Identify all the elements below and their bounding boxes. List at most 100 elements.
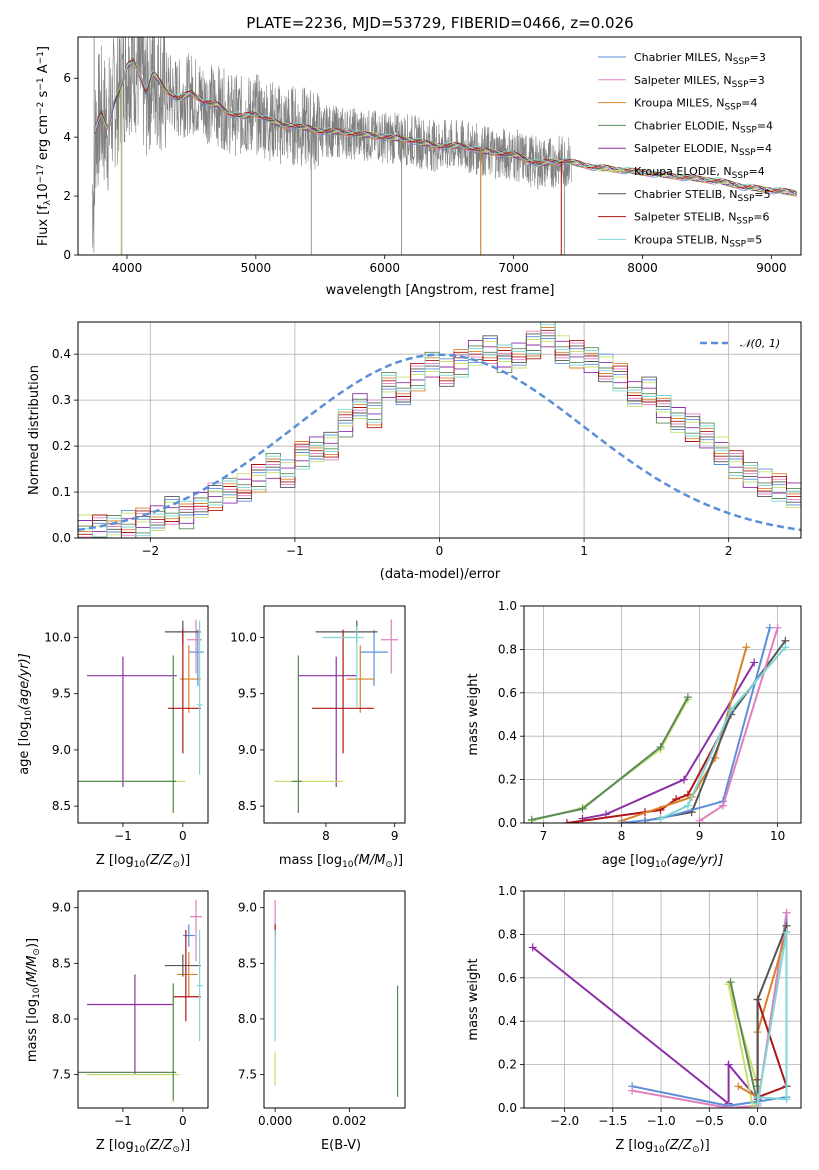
weight-vs-metallicity-panel-x-label-part: Z [log — [615, 1138, 653, 1153]
weight-marker — [750, 658, 759, 667]
weight-marker — [628, 1086, 637, 1095]
age-vs-metallicity-panel-x-label-part: )] — [180, 853, 190, 868]
weight-line-krou_stelib — [756, 932, 788, 1104]
legend-entry-part: SSP — [732, 79, 749, 89]
spectrum-y-label-part: −17 — [36, 164, 46, 183]
x-tick-label: 6000 — [369, 261, 400, 275]
x-tick-label: 10 — [770, 829, 785, 843]
age-vs-metallicity-panel-plot-area — [78, 619, 204, 813]
legend-entry-part: =4 — [756, 142, 772, 155]
age-vs-metallicity-panel-y-label-part: age [log — [17, 722, 32, 775]
weight-line-krou_stelib — [660, 646, 787, 820]
x-tick-label: −2 — [141, 544, 159, 558]
legend-entry-part: SSP — [729, 239, 746, 249]
weight-marker — [753, 1093, 762, 1102]
spectrum-panel: 4000 5000 6000 7000 8000 9000 0 2 4 6 Chabrier MIL… — [63, 36, 802, 275]
x-tick-label: −1 — [286, 544, 304, 558]
spectrum-y-label-part: −1 — [36, 51, 46, 64]
x-tick-label: 0.0 — [748, 1114, 767, 1128]
mass-vs-metallicity-panel-x-label-part: ⊙ — [172, 1145, 180, 1155]
y-tick-label: 9.0 — [52, 743, 71, 757]
spectrum-y-label-part: s — [36, 90, 51, 101]
weight-marker — [718, 801, 727, 810]
weight-marker — [782, 1095, 791, 1104]
weight-marker — [562, 819, 571, 823]
mass-vs-metallicity-panel: −1 0 7.5 8.0 8.5 9.0 — [52, 890, 209, 1128]
y-tick-label: 2 — [63, 189, 71, 203]
axes-frame — [523, 890, 802, 1109]
x-tick-label: 0.000 — [258, 1114, 292, 1128]
legend-entry: Salpeter MILES, NSSP=3 — [634, 74, 765, 90]
legend-entry: Salpeter ELODIE, NSSP=4 — [634, 142, 772, 158]
legend-entry-part: SSP — [736, 216, 753, 226]
mass-vs-metallicity-panel-y-label-part: 10 — [32, 987, 42, 999]
weight-marker — [781, 643, 790, 652]
y-tick-label: 9.0 — [238, 901, 257, 915]
legend-entry-part: =4 — [757, 119, 773, 132]
weight-marker — [765, 623, 774, 632]
y-tick-label: 4 — [63, 130, 71, 144]
y-tick-label: 0.2 — [52, 439, 71, 453]
weight-line-chab_miles — [621, 627, 771, 823]
y-tick-label: 9.5 — [238, 687, 257, 701]
age-vs-metallicity-panel-y-label: age [log10(age/yr)] — [17, 653, 34, 775]
mass-vs-metallicity-panel-x-label-part: )] — [180, 1138, 190, 1153]
legend-entry-part: Kroupa STELIB, N — [634, 233, 729, 246]
axes-frame — [77, 605, 209, 824]
age-vs-mass-panel-x-label: mass [log10(M/M⊙)] — [279, 853, 403, 870]
model-line-krou_stelib — [94, 61, 797, 195]
y-tick-label: 0 — [63, 248, 71, 262]
age-vs-mass-panel: 8 9 8.5 9.0 9.5 10.0 — [230, 605, 406, 843]
weight-marker — [527, 815, 536, 823]
weight-marker — [782, 908, 791, 917]
spectrum-y-label-part: A — [36, 64, 51, 77]
age-vs-mass-panel-x-label-part: mass [log — [279, 853, 342, 868]
legend-entry-part: =4 — [749, 165, 765, 178]
weight-marker — [753, 995, 762, 1004]
y-tick-label: 0.4 — [498, 1014, 517, 1028]
y-tick-label: 0.0 — [52, 531, 71, 545]
legend-entry-part: =6 — [753, 211, 769, 224]
weight-vs-metallicity-panel-y-label: mass weight — [466, 958, 481, 1040]
x-tick-label: −1.0 — [646, 1114, 675, 1128]
y-tick-label: 8.5 — [52, 956, 71, 970]
weight-vs-metallicity-panel-x-label-part: ⊙ — [692, 1145, 700, 1155]
weight-marker — [742, 643, 751, 652]
y-tick-label: 0.4 — [498, 729, 517, 743]
spectrum-y-label-part: ] — [36, 46, 51, 51]
x-tick-label: 1 — [580, 544, 588, 558]
legend-entry-part: SSP — [724, 102, 741, 112]
y-tick-label: 9.0 — [238, 743, 257, 757]
mass-vs-metallicity-panel-y-label-part: mass [log — [25, 999, 40, 1062]
age-vs-metallicity-panel-x-label-part: 10 — [134, 860, 146, 870]
mass-vs-ebv-panel-x-label: E(B-V) — [321, 1138, 361, 1153]
spectrum-y-label-part: erg cm — [36, 115, 51, 164]
legend-entry-part: Kroupa MILES, N — [634, 97, 724, 110]
x-tick-label: −2.0 — [550, 1114, 579, 1128]
x-tick-label: −0.5 — [695, 1114, 724, 1128]
y-tick-label: 10.0 — [44, 630, 71, 644]
y-tick-label: 7.5 — [52, 1068, 71, 1082]
histogram-step-krou_stelib — [78, 324, 801, 538]
y-tick-label: 8.0 — [52, 1012, 71, 1026]
weight-marker — [683, 693, 692, 702]
mass-vs-metallicity-panel-x-label-part: 10 — [134, 1145, 146, 1155]
legend-entry: Kroupa ELODIE, NSSP=4 — [634, 165, 765, 181]
weight-vs-age-panel-background — [524, 606, 801, 823]
histogram-x-label: (data-model)/error — [380, 567, 501, 582]
x-tick-label: 4000 — [112, 261, 143, 275]
mass-vs-ebv-panel: 0.000 0.002 7.5 8.0 8.5 9.0 — [238, 890, 406, 1128]
mass-vs-metallicity-panel-y-label-part: (M/M — [25, 956, 40, 988]
spectrum-y-label-part: λ — [43, 199, 53, 205]
age-vs-metallicity-panel-x-label-part: Z [log — [96, 853, 134, 868]
weight-line-salp_miles — [631, 912, 788, 1108]
weight-vs-metallicity-panel: −2.0 −1.5 −1.0 −0.5 0.0 0.0 0.2 0.4 0.6 0.8 1.0 — [498, 884, 802, 1128]
weight-vs-age-panel: 7 8 9 10 0.0 0.2 0.4 0.6 0.8 1.0 — [498, 599, 802, 843]
model-line-salp_stelib — [94, 59, 798, 195]
age-vs-mass-panel-plot-area — [274, 619, 399, 813]
age-vs-mass-panel-x-label-part: ⊙ — [385, 860, 393, 870]
histogram-panel: −2 −1 0 1 2 0.0 0.1 0.2 0.3 0.4 𝒩(0, 1) — [52, 321, 802, 558]
x-tick-label: −1 — [114, 1114, 132, 1128]
legend-entry-part: Kroupa ELODIE, N — [634, 165, 732, 178]
x-tick-label: 0.002 — [332, 1114, 366, 1128]
